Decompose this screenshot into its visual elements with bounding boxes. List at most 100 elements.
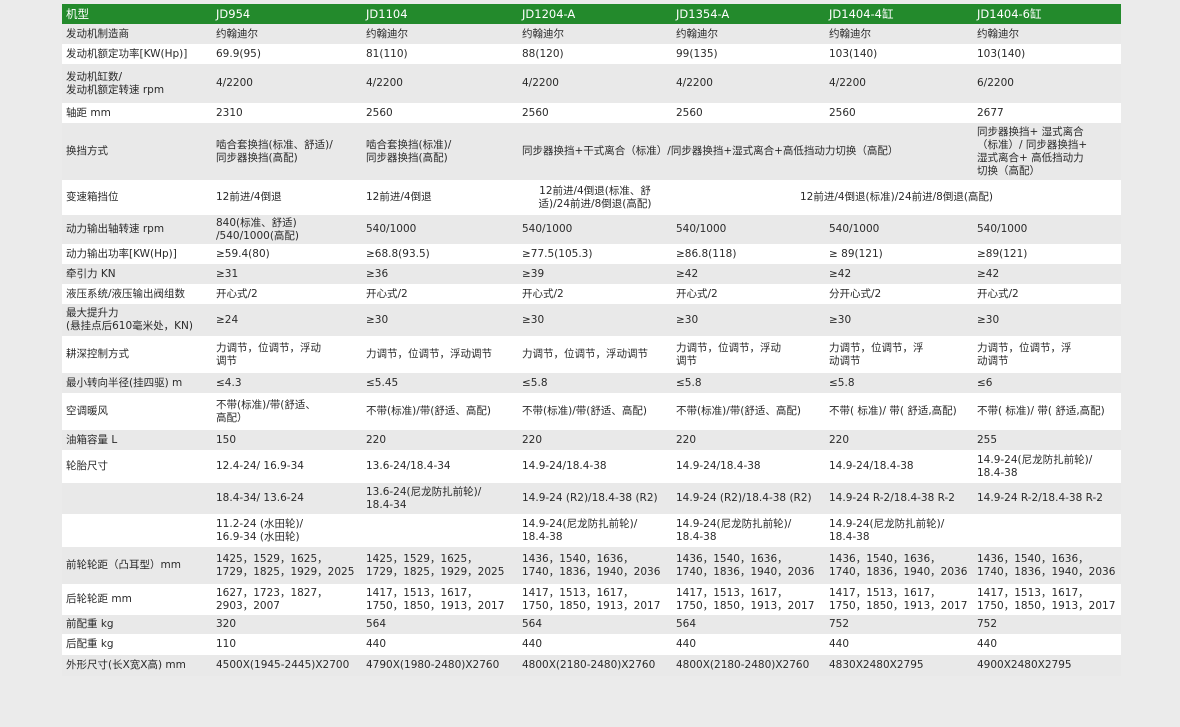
spec-value: 1425，1529，1625， 1729，1825，1929，2025 [212,547,362,584]
spec-label: 液压系统/液压输出阀组数 [62,284,212,304]
spec-value: 约翰迪尔 [362,24,518,44]
spec-value: ≤5.8 [518,373,672,393]
spec-value: 4830X2480X2795 [825,655,973,676]
spec-value: 12前进/4倒退 [362,180,518,215]
spec-row: 18.4-34/ 13.6-24 13.6-24(尼龙防扎前轮)/ 18.4-34… [62,483,1121,514]
spec-value: 开心式/2 [672,284,825,304]
spec-value: 1417，1513，1617， 1750，1850，1913，2017 [973,584,1121,615]
spec-label: 前轮轮距（凸耳型）mm [62,547,212,584]
spec-row: 液压系统/液压输出阀组数 开心式/2 开心式/2 开心式/2 开心式/2 分开心式/2 开心… [62,284,1121,304]
model-header: JD1404-4缸 [825,4,973,24]
spec-value: 4500X(1945-2445)X2700 [212,655,362,676]
spec-value: 14.9-24(尼龙防扎前轮)/ 18.4-38 [825,514,973,547]
model-header: JD1404-6缸 [973,4,1121,24]
spec-value: 约翰迪尔 [973,24,1121,44]
spec-label: 最小转向半径(挂四驱) m [62,373,212,393]
spec-label: 发动机制造商 [62,24,212,44]
spec-value: 2310 [212,103,362,123]
spec-value: 13.6-24/18.4-34 [362,450,518,483]
spec-value: 不带( 标准)/ 带( 舒适,高配) [973,393,1121,430]
spec-label: 后轮轮距 mm [62,584,212,615]
spec-value: 1436，1540，1636， 1740，1836，1940，2036 [518,547,672,584]
spec-value: 540/1000 [518,215,672,244]
spec-value: ≥31 [212,264,362,284]
spec-value: 力调节，位调节，浮 动调节 [973,336,1121,373]
spec-label [62,514,212,547]
spec-value: 不带(标准)/带(舒适、高配) [672,393,825,430]
spec-value: 4/2200 [212,64,362,103]
spec-value: ≥42 [825,264,973,284]
spec-table: 机型 JD954 JD1104 JD1204-A JD1354-A JD1404-4缸 JD… [62,4,1121,676]
spec-value: 2677 [973,103,1121,123]
spec-value: 4/2200 [825,64,973,103]
spec-value: 啮合套换挡(标准、舒适)/ 同步器换挡(高配) [212,123,362,180]
spec-value: 440 [973,634,1121,655]
spec-value: 12.4-24/ 16.9-34 [212,450,362,483]
spec-label: 外形尺寸(长X宽X高) mm [62,655,212,676]
spec-label [62,483,212,514]
spec-value: 2560 [825,103,973,123]
spec-value: 103(140) [825,44,973,64]
spec-value: 1425，1529，1625， 1729，1825，1929，2025 [362,547,518,584]
spec-value: ≥89(121) [973,244,1121,264]
spec-row: 发动机缸数/ 发动机额定转速 rpm 4/2200 4/2200 4/2200 4/22… [62,64,1121,103]
spec-row: 最大提升力 (悬挂点后610毫米处，KN) ≥24 ≥30 ≥30 ≥30 ≥30 ≥30 [62,304,1121,336]
spec-value: 540/1000 [973,215,1121,244]
spec-value: 约翰迪尔 [672,24,825,44]
spec-value: 2560 [672,103,825,123]
spec-value: 440 [518,634,672,655]
spec-value: 不带(标准)/带(舒适、 高配） [212,393,362,430]
spec-value: ≥36 [362,264,518,284]
spec-row: 空调暖风 不带(标准)/带(舒适、 高配） 不带(标准)/带(舒适、高配) 不带(标准… [62,393,1121,430]
spec-value: 540/1000 [825,215,973,244]
spec-value: ≥68.8(93.5) [362,244,518,264]
model-header: JD954 [212,4,362,24]
spec-row: 发动机制造商 约翰迪尔 约翰迪尔 约翰迪尔 约翰迪尔 约翰迪尔 约翰迪尔 [62,24,1121,44]
spec-row: 油箱容量 L 150 220 220 220 220 255 [62,430,1121,450]
spec-row: 最小转向半径(挂四驱) m ≤4.3 ≤5.45 ≤5.8 ≤5.8 ≤5.8 ≤6 [62,373,1121,393]
spec-value: 150 [212,430,362,450]
spec-value: 14.9-24(尼龙防扎前轮)/ 18.4-38 [973,450,1121,483]
spec-row: 耕深控制方式 力调节，位调节，浮动 调节 力调节，位调节，浮动调节 力调节，位调节，浮… [62,336,1121,373]
spec-value: 14.9-24 R-2/18.4-38 R-2 [825,483,973,514]
spec-value: 12前进/4倒退 [212,180,362,215]
spec-row: 11.2-24 (水田轮)/ 16.9-34 (水田轮) 14.9-24(尼龙防扎… [62,514,1121,547]
spec-value: 同步器换挡+干式离合（标准）/同步器换挡+湿式离合+高低挡动力切换（高配） [518,123,973,180]
spec-value: 开心式/2 [973,284,1121,304]
spec-value: 6/2200 [973,64,1121,103]
spec-label: 前配重 kg [62,615,212,634]
spec-value: ≥39 [518,264,672,284]
spec-row: 后配重 kg 110 440 440 440 440 440 [62,634,1121,655]
spec-label: 最大提升力 (悬挂点后610毫米处，KN) [62,304,212,336]
spec-value: 540/1000 [672,215,825,244]
spec-value: 14.9-24/18.4-38 [518,450,672,483]
spec-label: 发动机缸数/ 发动机额定转速 rpm [62,64,212,103]
spec-label: 动力输出轴转速 rpm [62,215,212,244]
spec-row: 外形尺寸(长X宽X高) mm 4500X(1945-2445)X2700 4790X… [62,655,1121,676]
spec-value: 1627，1723，1827， 2903，2007 [212,584,362,615]
spec-label: 轴距 mm [62,103,212,123]
spec-value: ≥86.8(118) [672,244,825,264]
spec-label: 牵引力 KN [62,264,212,284]
spec-value: 开心式/2 [362,284,518,304]
spec-value: 540/1000 [362,215,518,244]
spec-value: 14.9-24 (R2)/18.4-38 (R2) [672,483,825,514]
spec-value: ≥30 [973,304,1121,336]
spec-value: 约翰迪尔 [825,24,973,44]
spec-value: 18.4-34/ 13.6-24 [212,483,362,514]
spec-label: 空调暖风 [62,393,212,430]
spec-value: 4790X(1980-2480)X2760 [362,655,518,676]
spec-value: 440 [362,634,518,655]
spec-label: 轮胎尺寸 [62,450,212,483]
spec-value: ≥30 [518,304,672,336]
spec-value: 220 [362,430,518,450]
spec-value: ≤6 [973,373,1121,393]
spec-row: 轮胎尺寸 12.4-24/ 16.9-34 13.6-24/18.4-34 14.9-… [62,450,1121,483]
spec-value: 99(135) [672,44,825,64]
spec-value: 1417，1513，1617， 1750，1850，1913，2017 [362,584,518,615]
spec-value [362,514,518,547]
spec-row: 前配重 kg 320 564 564 564 752 752 [62,615,1121,634]
spec-value: 2560 [518,103,672,123]
model-header: JD1204-A [518,4,672,24]
spec-value: ≤5.8 [825,373,973,393]
